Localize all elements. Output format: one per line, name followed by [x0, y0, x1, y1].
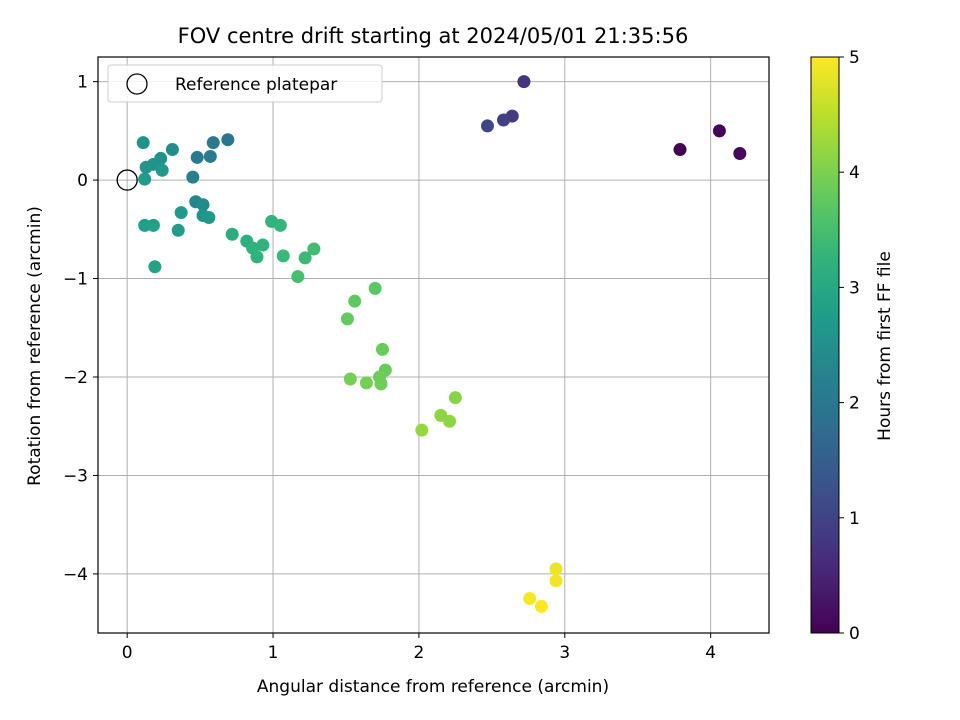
- data-point: [368, 281, 382, 295]
- legend: Reference platepar: [107, 64, 383, 103]
- y-tick-label: 0: [77, 171, 88, 191]
- data-point: [138, 172, 152, 186]
- data-point: [148, 260, 162, 274]
- data-point: [291, 270, 305, 284]
- colorbar: [810, 56, 840, 634]
- data-point: [221, 133, 235, 147]
- data-point: [174, 206, 188, 220]
- y-tick-label: −1: [63, 270, 88, 290]
- colorbar-tick-label: 5: [849, 48, 860, 68]
- data-point: [523, 592, 537, 606]
- data-point: [348, 294, 362, 308]
- data-point: [307, 242, 321, 256]
- data-point: [415, 423, 429, 437]
- data-point: [549, 562, 563, 576]
- data-point: [196, 198, 210, 212]
- data-point: [276, 249, 290, 263]
- data-point: [186, 170, 200, 184]
- y-tick-label: −2: [63, 368, 88, 388]
- colorbar-tick-label: 1: [849, 509, 860, 529]
- grid-lines: [98, 57, 769, 633]
- data-point: [273, 218, 287, 232]
- data-point: [155, 163, 169, 177]
- data-point: [203, 149, 217, 163]
- data-point: [256, 238, 270, 252]
- data-point: [497, 113, 511, 127]
- legend-reference-marker: [126, 73, 148, 95]
- data-point: [139, 160, 153, 174]
- data-point: [146, 218, 160, 232]
- reference-platepar-marker: [116, 169, 138, 191]
- colorbar-label: Hours from first FF file: [875, 251, 895, 441]
- x-tick-label: 4: [705, 643, 716, 663]
- chart-title: FOV centre drift starting at 2024/05/01 …: [178, 24, 689, 48]
- x-tick-label: 2: [413, 643, 424, 663]
- data-point: [343, 372, 357, 386]
- x-axis-ticks: 0 1 2 3 4: [122, 633, 716, 663]
- legend-entry-reference: Reference platepar: [175, 75, 337, 95]
- x-tick-label: 1: [268, 643, 279, 663]
- y-axis-ticks: −4 −3 −2 −1 0 1: [63, 73, 98, 585]
- colorbar-tick-label: 2: [849, 394, 860, 414]
- colorbar-ticks: 0 1 2 3 4 5: [839, 48, 860, 644]
- data-points: [136, 75, 747, 613]
- data-point: [374, 377, 388, 391]
- data-point: [375, 342, 389, 356]
- colorbar-tick-label: 0: [849, 624, 860, 644]
- data-point: [298, 251, 312, 265]
- data-point: [340, 312, 354, 326]
- data-point: [206, 136, 220, 150]
- y-tick-label: 1: [77, 73, 88, 93]
- data-point: [448, 391, 462, 405]
- data-point: [165, 143, 179, 157]
- colorbar-tick-label: 3: [849, 278, 860, 298]
- x-axis-label: Angular distance from reference (arcmin): [257, 677, 609, 697]
- data-point: [517, 75, 531, 89]
- y-axis-label: Rotation from reference (arcmin): [25, 206, 45, 486]
- data-point: [712, 124, 726, 138]
- y-tick-label: −4: [63, 565, 88, 585]
- data-point: [190, 150, 204, 164]
- y-tick-label: −3: [63, 466, 88, 486]
- data-point: [534, 599, 548, 613]
- colorbar-tick-label: 4: [849, 163, 860, 183]
- reference-marker-layer: [116, 169, 138, 191]
- legend-box: [107, 64, 383, 103]
- data-point: [136, 136, 150, 150]
- data-point: [359, 376, 373, 390]
- data-point: [171, 223, 185, 237]
- data-point: [443, 414, 457, 428]
- data-point: [549, 574, 563, 588]
- data-point: [225, 227, 239, 241]
- data-point: [480, 119, 494, 133]
- data-point: [673, 143, 687, 157]
- x-tick-label: 0: [122, 643, 133, 663]
- data-point: [202, 210, 216, 224]
- data-point: [733, 146, 747, 160]
- data-point: [250, 250, 264, 264]
- plot-frame: [97, 56, 770, 634]
- x-tick-label: 3: [559, 643, 570, 663]
